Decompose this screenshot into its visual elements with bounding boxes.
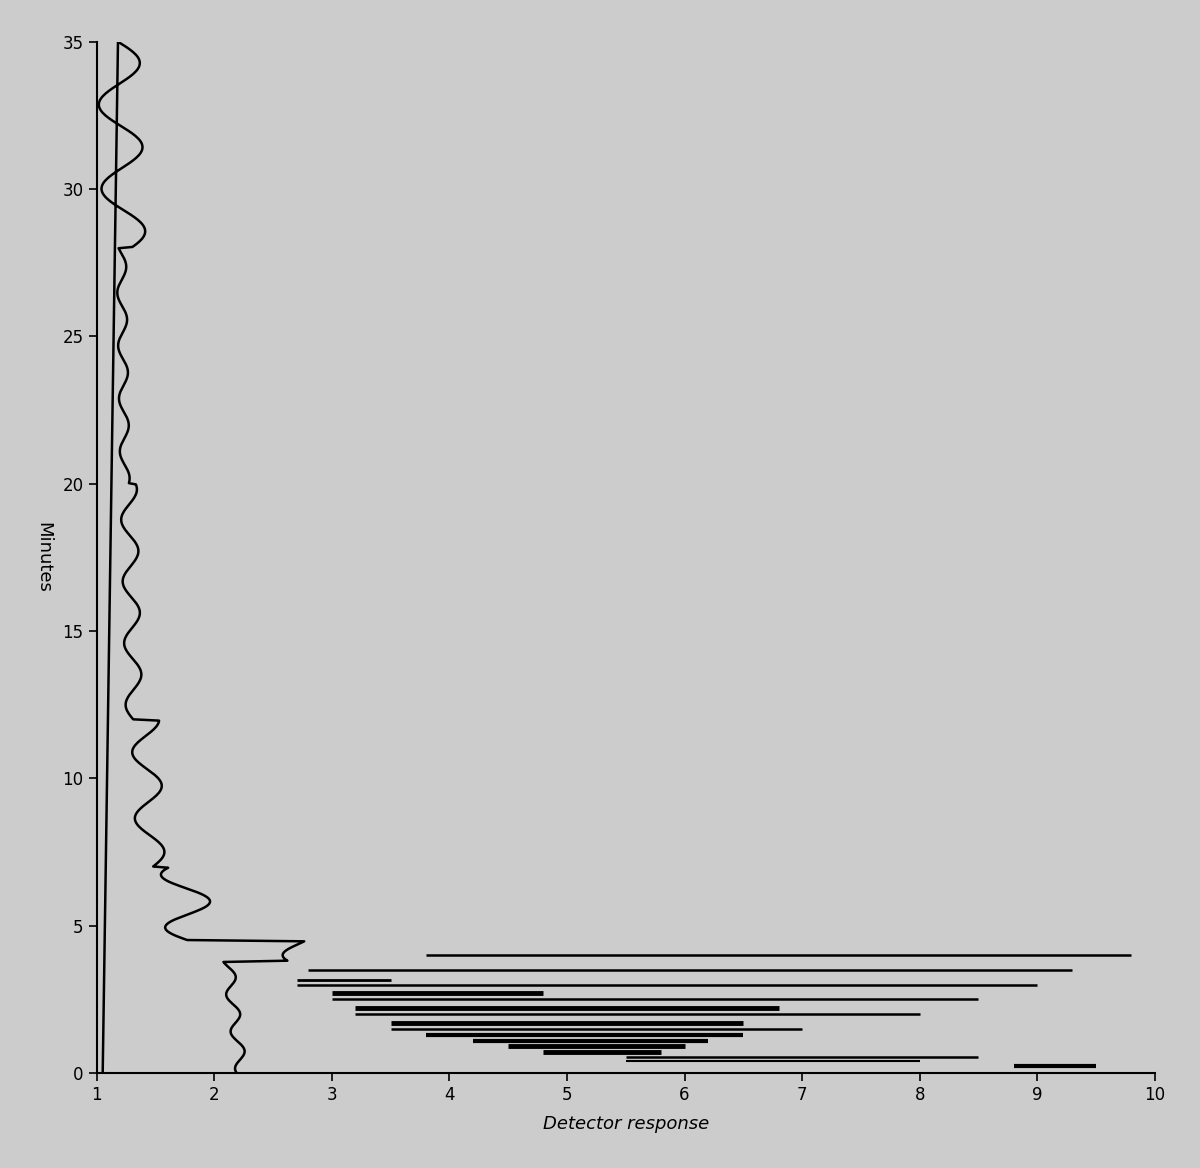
X-axis label: Detector response: Detector response	[542, 1115, 709, 1133]
Y-axis label: Minutes: Minutes	[35, 522, 53, 593]
